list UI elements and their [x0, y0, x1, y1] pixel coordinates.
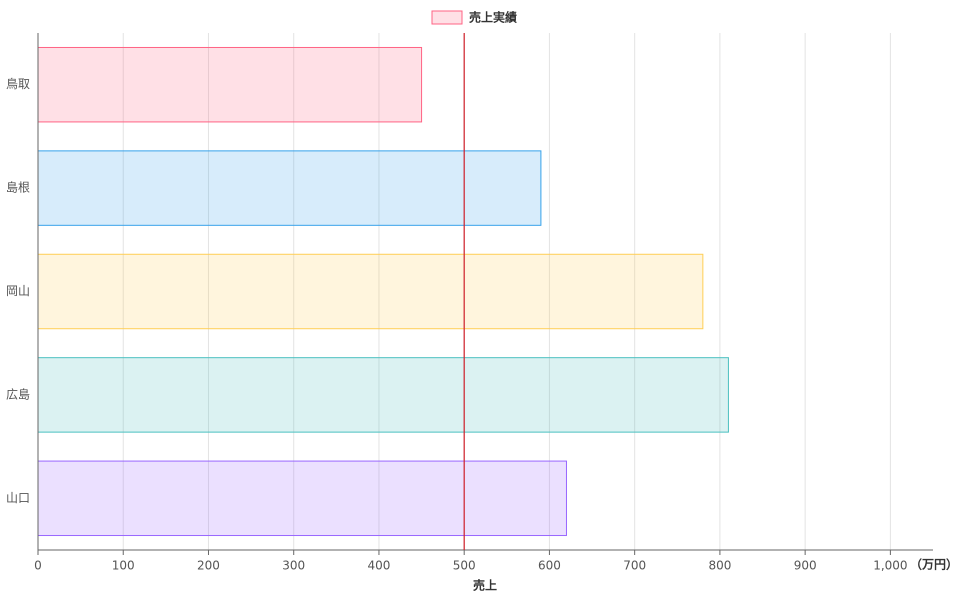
bar [37, 150, 542, 226]
x-unit: （万円） [910, 557, 953, 572]
x-tick-label: 100 [112, 559, 135, 573]
x-axis-title: 売上 [473, 578, 497, 593]
y-tick-label: 山口 [6, 491, 30, 505]
x-tick-label: 200 [197, 559, 220, 573]
x-tick-label: 300 [282, 559, 305, 573]
y-tick-label: 鳥取 [6, 76, 30, 91]
bar [37, 46, 423, 123]
y-tick-label: 島根 [6, 180, 30, 195]
x-tick-label: 0 [34, 559, 42, 573]
legend-swatch[interactable] [431, 10, 463, 25]
y-tick-label: 広島 [6, 386, 30, 401]
legend-label[interactable]: 売上実績 [469, 10, 517, 25]
x-tick-label: 400 [367, 559, 390, 573]
x-tick-label: 500 [453, 559, 476, 573]
bar [37, 253, 704, 330]
x-tick-label: 800 [708, 559, 731, 573]
bar [37, 460, 567, 537]
y-tick-label: 岡山 [6, 284, 30, 298]
bar [37, 357, 729, 433]
x-tick-label: 700 [623, 559, 646, 573]
x-tick-label: 900 [794, 559, 817, 573]
x-tick-label: 600 [538, 559, 561, 573]
x-tick-label: 1,000 [873, 559, 907, 573]
